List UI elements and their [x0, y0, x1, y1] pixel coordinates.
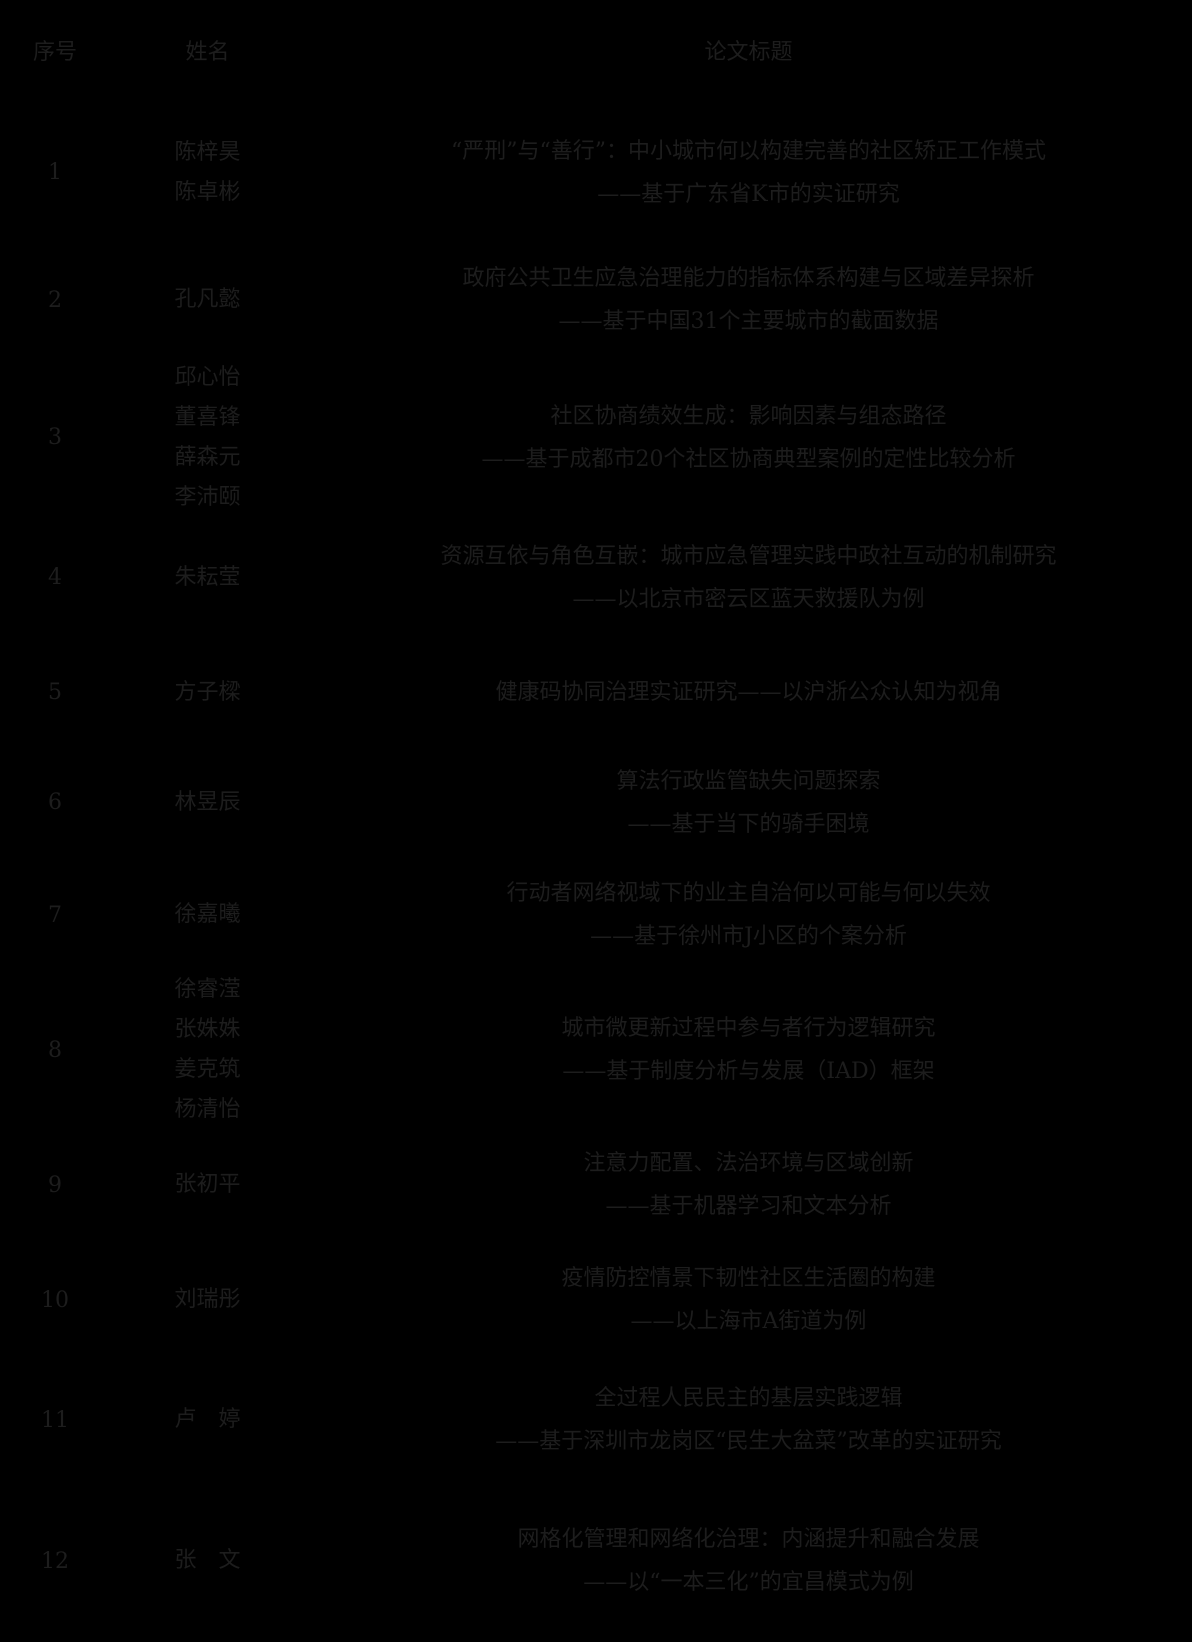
paper-title: 行动者网络视域下的业主自治何以可能与何以失效 ——基于徐州市J小区的个案分析	[305, 872, 1192, 958]
author-name: 陈卓彬	[174, 179, 241, 205]
paper-title: 全过程人民民主的基层实践逻辑 ——基于深圳市龙岗区“民生大盆菜”改革的实证研究	[305, 1377, 1192, 1463]
paper-title: 算法行政监管缺失问题探索 ——基于当下的骑手困境	[305, 760, 1192, 846]
paper-title-main: 网格化管理和网络化治理：内涵提升和融合发展	[517, 1527, 980, 1552]
row-number: 5	[48, 680, 62, 705]
author-names: 陈梓昊 陈卓彬	[110, 133, 305, 213]
author-name: 董喜锋	[174, 404, 241, 430]
table-row: 12 张 文 网格化管理和网络化治理：内涵提升和融合发展 ——以“一本三化”的宜昌模式…	[0, 1480, 1192, 1642]
paper-title-subtitle: ——基于成都市20个社区协商典型案例的定性比较分析	[481, 446, 1016, 472]
row-number: 6	[48, 790, 62, 815]
paper-title-main: 社区协商绩效生成：影响因素与组态路径	[550, 403, 947, 429]
row-number: 1	[48, 160, 62, 185]
paper-title-subtitle: ——基于制度分析与发展（IAD）框架	[562, 1059, 935, 1084]
paper-title-subtitle: ——基于广东省K市的实证研究	[597, 181, 900, 207]
paper-title-main: 全过程人民民主的基层实践逻辑	[594, 1386, 903, 1411]
author-names: 林昱辰	[110, 783, 305, 823]
paper-title-subtitle: ——基于中国31个主要城市的截面数据	[558, 309, 939, 334]
paper-title-subtitle: ——以上海市A街道为例	[630, 1309, 867, 1334]
column-header-no: 序号	[32, 39, 77, 65]
row-number: 11	[41, 1407, 69, 1433]
row-number: 7	[48, 902, 62, 928]
table-row: 8 徐睿滢张姝姝姜克筑杨清怡 城市微更新过程中参与者行为逻辑研究 ——基于制度分析与发…	[0, 970, 1192, 1130]
paper-title: 城市微更新过程中参与者行为逻辑研究 ——基于制度分析与发展（IAD）框架	[305, 1007, 1192, 1093]
row-number: 9	[48, 1172, 62, 1198]
author-name: 陈梓昊	[174, 139, 241, 165]
author-names: 孔凡懿	[110, 280, 305, 320]
paper-title-main: 注意力配置、法治环境与区域创新	[583, 1151, 914, 1176]
row-number: 3	[48, 425, 62, 450]
author-name: 孔凡懿	[174, 287, 241, 312]
author-name: 方子樑	[174, 679, 241, 705]
author-name: 徐睿滢	[174, 977, 241, 1002]
author-names: 刘瑞彤	[110, 1280, 305, 1320]
paper-title-main: 疫情防控情景下韧性社区生活圈的构建	[561, 1266, 936, 1291]
table-body: 1 陈梓昊陈卓彬 “严刑”与“善行”：中小城市何以构建完善的社区矫正工作模式 ——基于…	[0, 105, 1192, 1642]
author-name: 张 文	[174, 1548, 241, 1573]
table-row: 7 徐嘉曦 行动者网络视域下的业主自治何以可能与何以失效 ——基于徐州市J小区的个案分…	[0, 860, 1192, 970]
author-names: 卢 婷	[110, 1400, 305, 1440]
paper-title-main: 行动者网络视域下的业主自治何以可能与何以失效	[506, 881, 991, 906]
author-name: 李沛颐	[174, 484, 241, 510]
paper-title-main: 资源互依与角色互嵌：城市应急管理实践中政社互动的机制研究	[440, 543, 1057, 569]
author-names: 张 文	[110, 1541, 305, 1581]
paper-title-subtitle: ——基于当下的骑手困境	[627, 811, 870, 837]
paper-title-subtitle: ——基于徐州市J小区的个案分析	[590, 924, 907, 949]
paper-title: 注意力配置、法治环境与区域创新 ——基于机器学习和文本分析	[305, 1142, 1192, 1228]
author-name: 刘瑞彤	[174, 1287, 241, 1312]
table-row: 2 孔凡懿 政府公共卫生应急治理能力的指标体系构建与区域差异探析 ——基于中国31个主…	[0, 240, 1192, 360]
author-names: 朱耘莹	[110, 558, 305, 598]
row-number: 8	[48, 1037, 62, 1063]
table-row: 5 方子樑 健康码协同治理实证研究——以沪浙公众认知为视角	[0, 640, 1192, 745]
paper-title: 健康码协同治理实证研究——以沪浙公众认知为视角	[305, 671, 1192, 714]
author-name: 朱耘莹	[174, 564, 241, 590]
paper-title-subtitle: ——基于机器学习和文本分析	[605, 1194, 892, 1219]
paper-title: 政府公共卫生应急治理能力的指标体系构建与区域差异探析 ——基于中国31个主要城市的…	[305, 257, 1192, 343]
paper-title-main: 政府公共卫生应急治理能力的指标体系构建与区域差异探析	[462, 266, 1035, 291]
paper-title-main: 算法行政监管缺失问题探索	[616, 768, 881, 794]
paper-title-main: “严刑”与“善行”：中小城市何以构建完善的社区矫正工作模式	[451, 138, 1046, 164]
author-name: 张初平	[174, 1172, 241, 1197]
author-names: 邱心怡董喜锋薛森元李沛颐	[110, 358, 305, 518]
table-row: 4 朱耘莹 资源互依与角色互嵌：城市应急管理实践中政社互动的机制研究 ——以北京市密云…	[0, 515, 1192, 640]
paper-title-main: 健康码协同治理实证研究——以沪浙公众认知为视角	[495, 680, 1002, 705]
row-number: 10	[41, 1287, 69, 1313]
paper-title: 疫情防控情景下韧性社区生活圈的构建 ——以上海市A街道为例	[305, 1257, 1192, 1343]
table-row: 3 邱心怡董喜锋薛森元李沛颐 社区协商绩效生成：影响因素与组态路径 ——基于成都市20…	[0, 360, 1192, 515]
table-row: 9 张初平 注意力配置、法治环境与区域创新 ——基于机器学习和文本分析	[0, 1130, 1192, 1240]
author-name: 张姝姝	[174, 1017, 241, 1042]
paper-title: 网格化管理和网络化治理：内涵提升和融合发展 ——以“一本三化”的宜昌模式为例	[305, 1518, 1192, 1604]
author-name: 薛森元	[174, 444, 241, 470]
author-name: 徐嘉曦	[174, 902, 241, 927]
table-row: 6 林昱辰 算法行政监管缺失问题探索 ——基于当下的骑手困境	[0, 745, 1192, 860]
paper-title-subtitle: ——基于深圳市龙岗区“民生大盆菜”改革的实证研究	[495, 1429, 1002, 1454]
paper-title-subtitle: ——以“一本三化”的宜昌模式为例	[583, 1570, 914, 1595]
paper-title: 社区协商绩效生成：影响因素与组态路径 ——基于成都市20个社区协商典型案例的定性比…	[305, 395, 1192, 481]
author-name: 林昱辰	[174, 789, 241, 815]
table-header-row: 序号 姓名 论文标题	[0, 0, 1192, 105]
author-name: 卢 婷	[174, 1407, 241, 1432]
table-row: 1 陈梓昊陈卓彬 “严刑”与“善行”：中小城市何以构建完善的社区矫正工作模式 ——基于…	[0, 105, 1192, 240]
paper-title-main: 城市微更新过程中参与者行为逻辑研究	[561, 1016, 936, 1041]
table-row: 11 卢 婷 全过程人民民主的基层实践逻辑 ——基于深圳市龙岗区“民生大盆菜”改革的实…	[0, 1360, 1192, 1480]
author-names: 徐嘉曦	[110, 895, 305, 935]
author-name: 姜克筑	[174, 1057, 241, 1082]
row-number: 2	[48, 287, 62, 313]
row-number: 4	[48, 565, 62, 590]
paper-title: 资源互依与角色互嵌：城市应急管理实践中政社互动的机制研究 ——以北京市密云区蓝天救…	[305, 535, 1192, 621]
paper-title: “严刑”与“善行”：中小城市何以构建完善的社区矫正工作模式 ——基于广东省K市的实…	[305, 130, 1192, 216]
author-names: 徐睿滢张姝姝姜克筑杨清怡	[110, 970, 305, 1130]
author-name: 邱心怡	[174, 364, 241, 390]
table-row: 10 刘瑞彤 疫情防控情景下韧性社区生活圈的构建 ——以上海市A街道为例	[0, 1240, 1192, 1360]
author-names: 方子樑	[110, 673, 305, 713]
author-name: 杨清怡	[174, 1097, 241, 1122]
author-names: 张初平	[110, 1165, 305, 1205]
paper-title-subtitle: ——以北京市密云区蓝天救援队为例	[572, 586, 925, 612]
column-header-name: 姓名	[185, 39, 230, 65]
row-number: 12	[41, 1548, 69, 1574]
column-header-title: 论文标题	[704, 39, 793, 65]
